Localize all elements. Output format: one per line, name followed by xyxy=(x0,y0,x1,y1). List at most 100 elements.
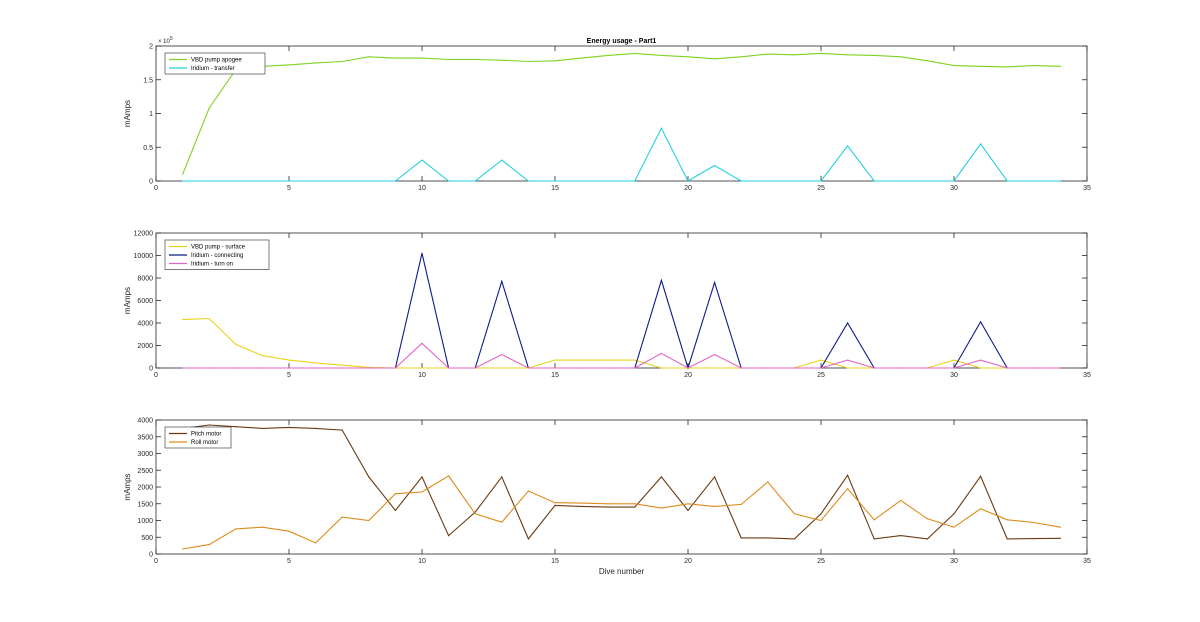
data-point xyxy=(501,159,503,161)
data-point xyxy=(315,367,317,369)
y-tick-label: 0 xyxy=(149,552,153,559)
data-point xyxy=(953,180,955,182)
data-point xyxy=(341,60,343,63)
data-point xyxy=(315,427,317,429)
data-point xyxy=(1033,538,1035,540)
data-point xyxy=(421,342,423,344)
chart-title: Energy usage - Part1 xyxy=(587,38,657,45)
data-point xyxy=(740,537,742,539)
data-point xyxy=(554,60,556,62)
data-point xyxy=(847,488,849,490)
x-axis-label: Dive number xyxy=(599,567,645,576)
data-point xyxy=(634,367,636,369)
data-point xyxy=(820,52,822,55)
data-point xyxy=(448,475,450,477)
data-point xyxy=(714,281,716,284)
x-tick-label: 15 xyxy=(551,372,559,379)
data-point xyxy=(714,58,716,60)
x-tick-label: 20 xyxy=(684,558,692,565)
data-point xyxy=(448,180,450,182)
data-point xyxy=(182,180,184,182)
x-tick-label: 5 xyxy=(287,372,291,379)
data-point xyxy=(953,513,955,515)
data-point xyxy=(288,180,290,182)
data-point xyxy=(554,180,556,182)
y-tick-label: 0.5 xyxy=(143,145,153,152)
x-tick-label: 20 xyxy=(684,372,692,379)
data-point xyxy=(208,107,210,109)
x-tick-label: 30 xyxy=(950,185,958,192)
data-point xyxy=(607,506,609,508)
x-tick-label: 35 xyxy=(1083,185,1091,192)
data-point xyxy=(714,353,716,356)
data-point xyxy=(368,56,370,58)
data-point xyxy=(900,535,902,537)
data-point xyxy=(634,506,636,508)
data-point xyxy=(208,544,210,546)
data-point xyxy=(581,502,583,504)
data-point xyxy=(980,65,982,67)
data-point xyxy=(501,367,503,369)
data-point xyxy=(208,180,210,182)
data-point xyxy=(953,359,955,361)
y-exponent-label: × 105 xyxy=(158,36,173,45)
data-point xyxy=(448,58,450,61)
data-point xyxy=(448,367,450,369)
data-point xyxy=(394,509,396,511)
data-point xyxy=(1006,66,1008,68)
data-point xyxy=(687,180,689,182)
series-points-3 xyxy=(182,342,1061,369)
data-point xyxy=(1059,367,1061,369)
data-point xyxy=(847,359,849,361)
data-point xyxy=(421,476,423,478)
data-point xyxy=(820,513,822,515)
data-point xyxy=(182,367,184,369)
data-point xyxy=(341,364,343,366)
data-point xyxy=(1059,537,1061,539)
x-tick-label: 0 xyxy=(154,372,158,379)
y-tick-label: 3500 xyxy=(137,434,153,441)
data-point xyxy=(501,476,503,478)
data-point xyxy=(235,426,237,428)
y-tick-label: 1 xyxy=(149,111,153,118)
data-point xyxy=(660,279,663,281)
data-point xyxy=(900,367,902,369)
data-point xyxy=(926,60,929,62)
series-line-1 xyxy=(182,52,1061,175)
data-point xyxy=(793,367,796,369)
data-point xyxy=(208,317,210,320)
data-point xyxy=(527,490,530,492)
data-point xyxy=(394,180,396,182)
data-point xyxy=(581,367,583,369)
y-tick-label: 2500 xyxy=(137,468,153,475)
legend: VBD pump apogee Iridium - transfer xyxy=(164,52,266,75)
legend: Pitch motor Roll motor xyxy=(164,426,232,449)
data-point xyxy=(820,367,822,369)
y-tick-label: 500 xyxy=(141,535,153,542)
legend-entry: Pitch motor xyxy=(191,432,221,438)
data-point xyxy=(687,503,689,505)
x-tick-label: 25 xyxy=(817,185,825,192)
legend-box xyxy=(164,52,266,75)
data-point xyxy=(474,180,476,182)
data-point xyxy=(394,493,396,495)
data-point xyxy=(1006,180,1008,182)
data-point xyxy=(740,503,742,505)
x-tick-label: 35 xyxy=(1083,558,1091,565)
x-tick-label: 35 xyxy=(1083,372,1091,379)
data-point xyxy=(341,516,343,518)
series-points-1 xyxy=(182,424,1061,540)
y-axis-label: mAmps xyxy=(123,473,132,500)
data-point xyxy=(182,548,184,550)
legend-box xyxy=(164,426,232,449)
legend-entry: VBD pump apogee xyxy=(191,58,242,64)
series-line-3 xyxy=(182,342,1061,369)
data-point xyxy=(740,180,742,182)
data-point xyxy=(1033,521,1035,524)
data-point xyxy=(660,507,663,509)
data-point xyxy=(527,180,530,182)
data-point xyxy=(820,359,822,361)
data-point xyxy=(315,180,317,182)
data-point xyxy=(501,59,503,61)
